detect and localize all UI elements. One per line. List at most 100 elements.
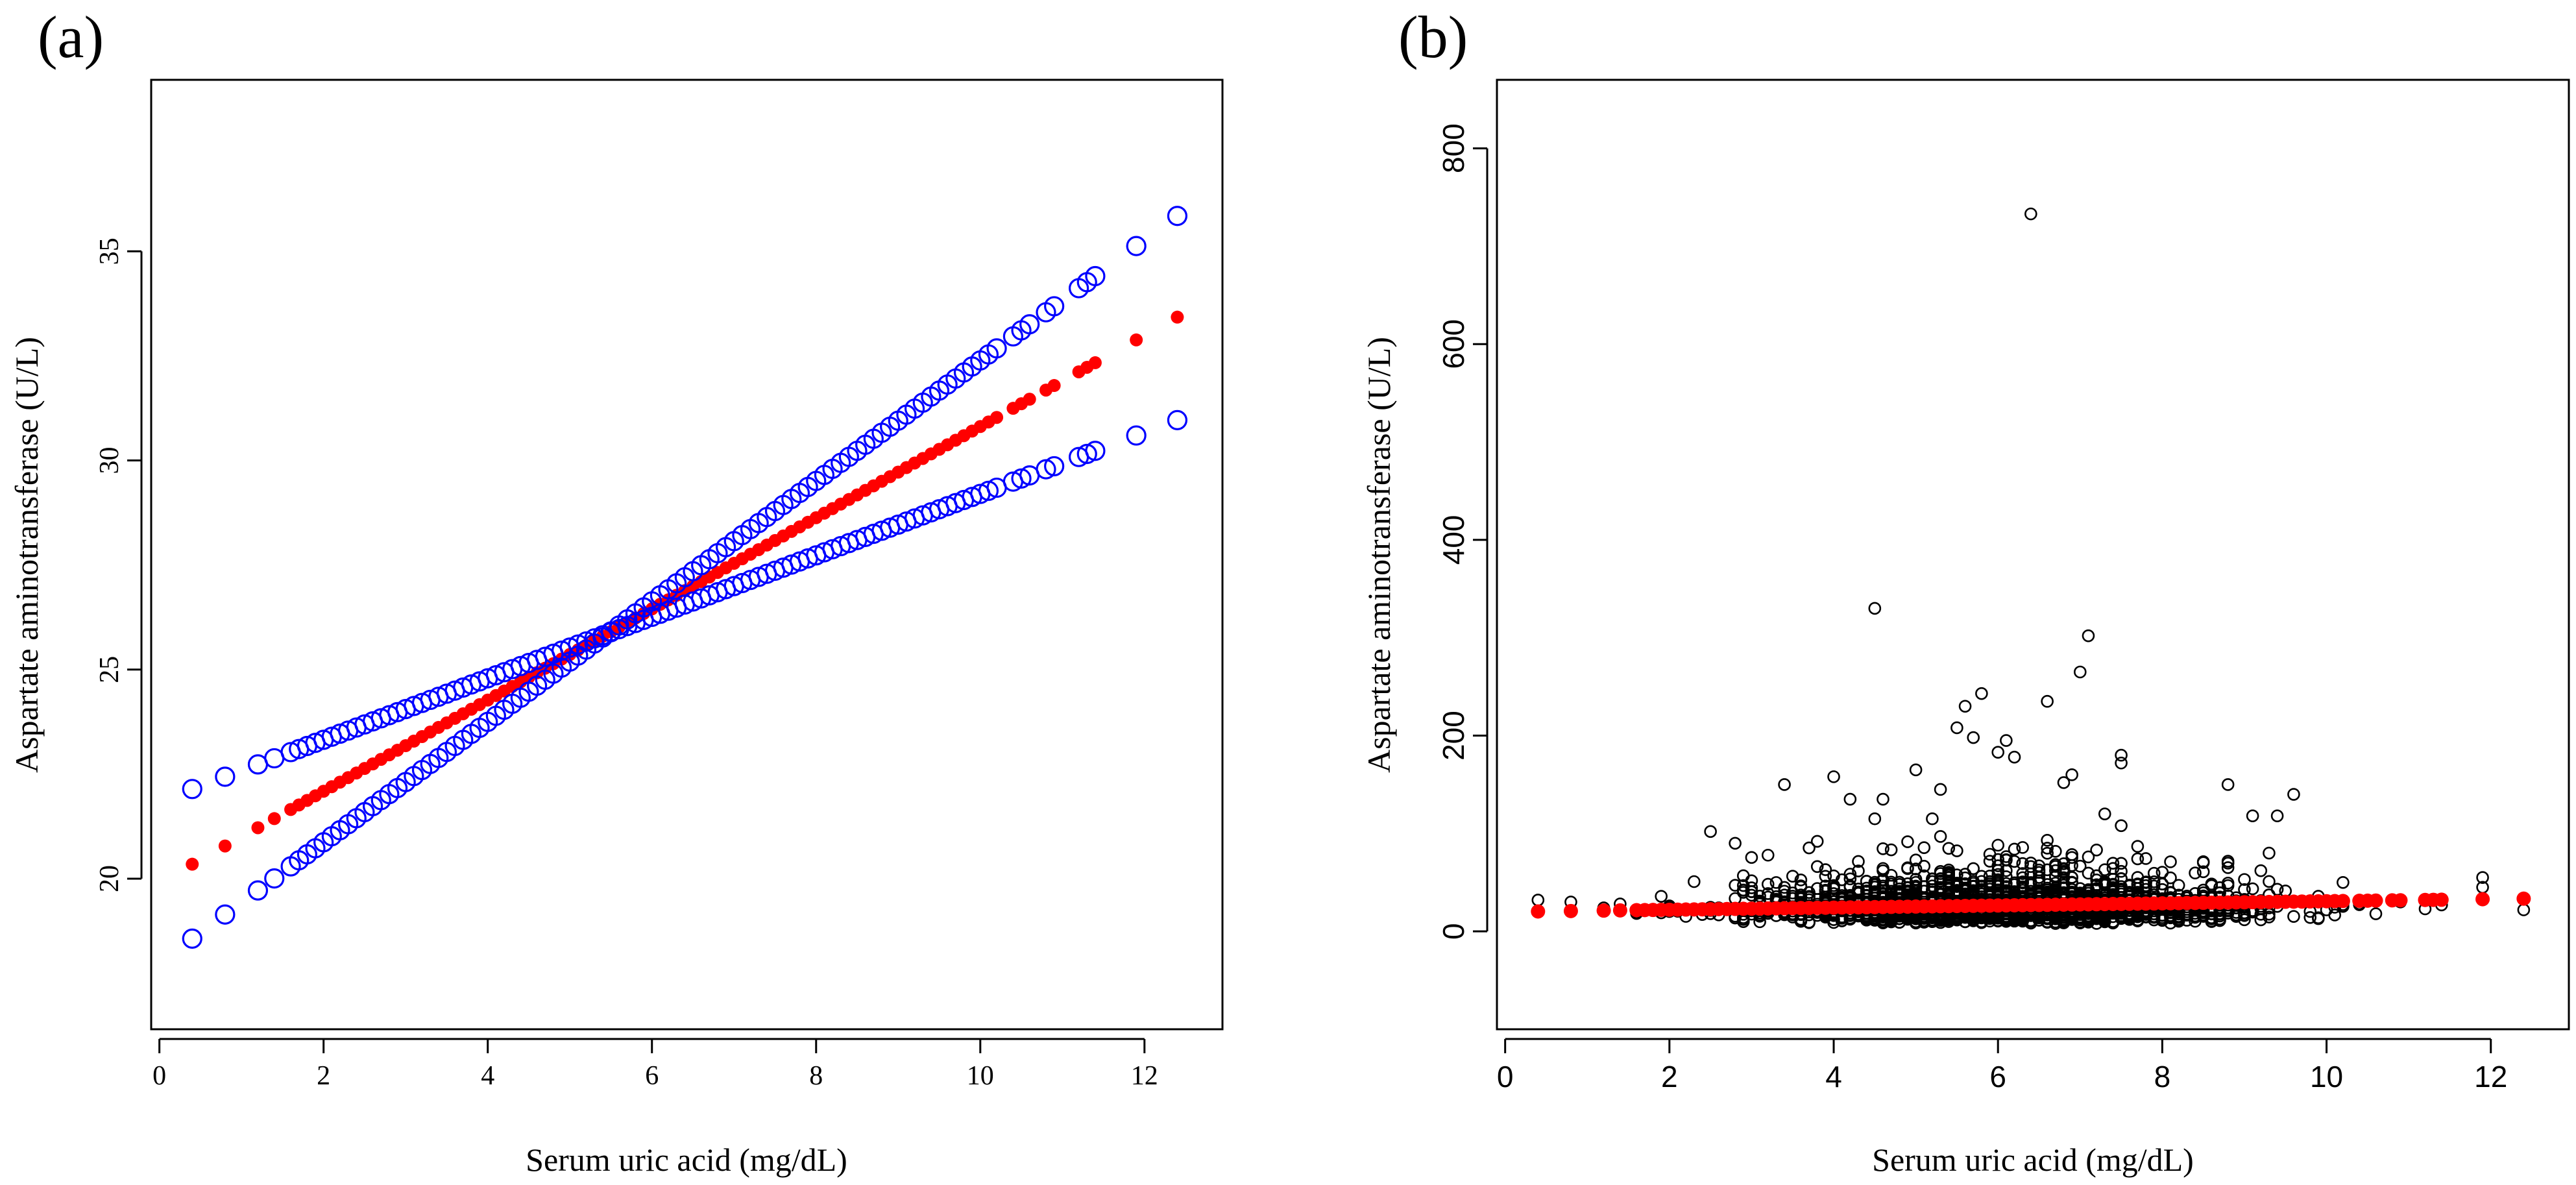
panel-b-observation bbox=[2057, 913, 2071, 926]
panel-b-points bbox=[1531, 207, 2531, 920]
panel-b-observation bbox=[1877, 915, 1889, 929]
panel-b-y-tick-label: 600 bbox=[1437, 319, 1470, 369]
panel-b-observation bbox=[1926, 872, 1939, 885]
panel-b-observation bbox=[1819, 879, 1832, 893]
panel-b-observation bbox=[2164, 916, 2177, 930]
panel-b-observation bbox=[2369, 907, 2383, 920]
panel-a-point bbox=[1011, 468, 1032, 489]
panel-b-observation bbox=[2057, 871, 2071, 885]
panel-b-y-tick-label: 0 bbox=[1437, 923, 1470, 940]
panel-b-observation bbox=[1827, 882, 1840, 896]
panel-b-observation bbox=[1991, 746, 2004, 759]
panel-b-observation bbox=[2032, 874, 2046, 888]
panel-a-point bbox=[1130, 333, 1143, 347]
panel-b-observation bbox=[1794, 873, 1808, 886]
panel-a-x-tick-label: 2 bbox=[317, 1061, 330, 1091]
panel-b-label: (b) bbox=[1398, 4, 1468, 70]
panel-b-fitted-point bbox=[1563, 903, 1578, 918]
panel-b-observation bbox=[1950, 721, 1963, 735]
panel-b-observation bbox=[2246, 882, 2259, 896]
panel-b-observation bbox=[1901, 835, 1914, 848]
panel-b-observation bbox=[1843, 792, 1857, 806]
panel-b-observation bbox=[1827, 770, 1840, 783]
panel-b-observation bbox=[1917, 860, 1931, 873]
panel-b-series-fitted bbox=[1531, 891, 2531, 919]
panel-b-observation bbox=[1794, 880, 1808, 894]
panel-b-observation bbox=[2246, 809, 2259, 823]
panel-b-observation bbox=[2196, 856, 2210, 869]
panel-b-x-tick-label: 2 bbox=[1661, 1060, 1678, 1093]
panel-b-observation bbox=[1729, 837, 1742, 850]
panel-b-observation bbox=[1975, 687, 1988, 700]
panel-b-observation bbox=[1901, 881, 1914, 894]
panel-b-observation bbox=[2041, 878, 2054, 891]
panel-b-observation bbox=[2139, 852, 2152, 865]
panel-a-point bbox=[986, 338, 1007, 359]
panel-b-observation bbox=[2090, 843, 2103, 857]
panel-b-observation bbox=[2122, 912, 2136, 925]
panel-b-y-tick-label: 800 bbox=[1437, 123, 1470, 173]
panel-b-observation bbox=[1934, 864, 1947, 878]
panel-a-point bbox=[1171, 310, 1184, 324]
panel-b-observation bbox=[2057, 881, 2071, 894]
panel-b-observation bbox=[1942, 876, 1956, 889]
panel-b-observation bbox=[2115, 911, 2128, 925]
panel-b-observation bbox=[2476, 871, 2489, 885]
panel-b-observation bbox=[1852, 886, 1865, 900]
panel-a-label: (a) bbox=[38, 4, 104, 70]
panel-a-x-tick-label: 10 bbox=[967, 1061, 994, 1091]
panel-a-point bbox=[1085, 441, 1106, 461]
panel-b-observation bbox=[1884, 843, 1898, 857]
panel-b-observation bbox=[1991, 884, 2004, 897]
panel-b-observation bbox=[1531, 894, 1545, 907]
panel-b-observation bbox=[1942, 863, 1956, 877]
panel-a-plot-frame bbox=[150, 79, 1224, 1031]
panel-b-y-axis-title: Aspartate aminotransferase (U/L) bbox=[1361, 337, 1397, 773]
panel-b-observation bbox=[2172, 914, 2185, 927]
panel-b-observation bbox=[1877, 792, 1889, 806]
panel-b-x-tick-label: 6 bbox=[1989, 1060, 2006, 1093]
panel-b-observation bbox=[1983, 870, 1997, 883]
panel-a-point bbox=[247, 880, 269, 901]
panel-b-observation bbox=[1688, 875, 1701, 888]
panel-a-series-lower-confidence-limit bbox=[182, 409, 1188, 800]
panel-b-observation bbox=[2000, 864, 2013, 877]
panel-b-observation bbox=[1803, 916, 1816, 929]
panel-b-observation bbox=[2106, 877, 2120, 891]
panel-b-fitted-point bbox=[1531, 904, 1546, 919]
panel-b-observation bbox=[1983, 914, 1997, 928]
panel-a-y-axis-title: Aspartate aminotransferase (U/L) bbox=[8, 337, 45, 773]
panel-b-observation bbox=[1901, 877, 1914, 890]
panel-a-y-tick-label: 20 bbox=[95, 865, 125, 892]
panel-b-observation bbox=[2049, 869, 2062, 883]
panel-b-observation bbox=[2106, 881, 2120, 894]
panel-b-observation bbox=[2221, 861, 2235, 874]
panel-b-observation bbox=[2172, 879, 2185, 892]
panel-b-observation bbox=[1810, 860, 1824, 873]
panel-b-x-tick-label: 8 bbox=[2154, 1060, 2171, 1093]
panel-b-observation bbox=[2082, 866, 2095, 880]
panel-b-observation bbox=[1778, 881, 1791, 894]
panel-b-observation bbox=[1893, 878, 1906, 891]
panel-a-y-tick-label: 30 bbox=[95, 446, 125, 474]
panel-a-y-tick-label: 25 bbox=[95, 656, 125, 683]
panel-b-observation bbox=[2098, 877, 2111, 891]
panel-b-observation bbox=[2131, 882, 2145, 896]
panel-b-observation bbox=[1926, 812, 1939, 825]
panel-b-observation bbox=[2221, 778, 2235, 791]
panel-b-observation bbox=[1852, 855, 1865, 868]
panel-b-observation bbox=[1761, 848, 1775, 862]
panel-b-x-tick-label: 0 bbox=[1497, 1060, 1514, 1093]
panel-b-x-axis: 0 2 4 6 8 10 12 bbox=[1497, 1038, 2507, 1093]
panel-b-observation bbox=[2263, 875, 2276, 888]
panel-b-y-axis: 0 200 400 600 800 bbox=[1437, 123, 1488, 940]
panel-b-observation bbox=[2098, 807, 2111, 820]
panel-b-observation bbox=[2016, 876, 2029, 890]
panel-b-x-tick-label: 4 bbox=[1825, 1060, 1842, 1093]
panel-a-point bbox=[182, 779, 202, 800]
panel-b-observation bbox=[1967, 731, 1980, 744]
panel-a-x-tick-label: 0 bbox=[152, 1061, 166, 1091]
panel-b-observation bbox=[2287, 788, 2300, 801]
panel-b-observation bbox=[2196, 910, 2210, 923]
panel-b-observation bbox=[2270, 809, 2284, 823]
